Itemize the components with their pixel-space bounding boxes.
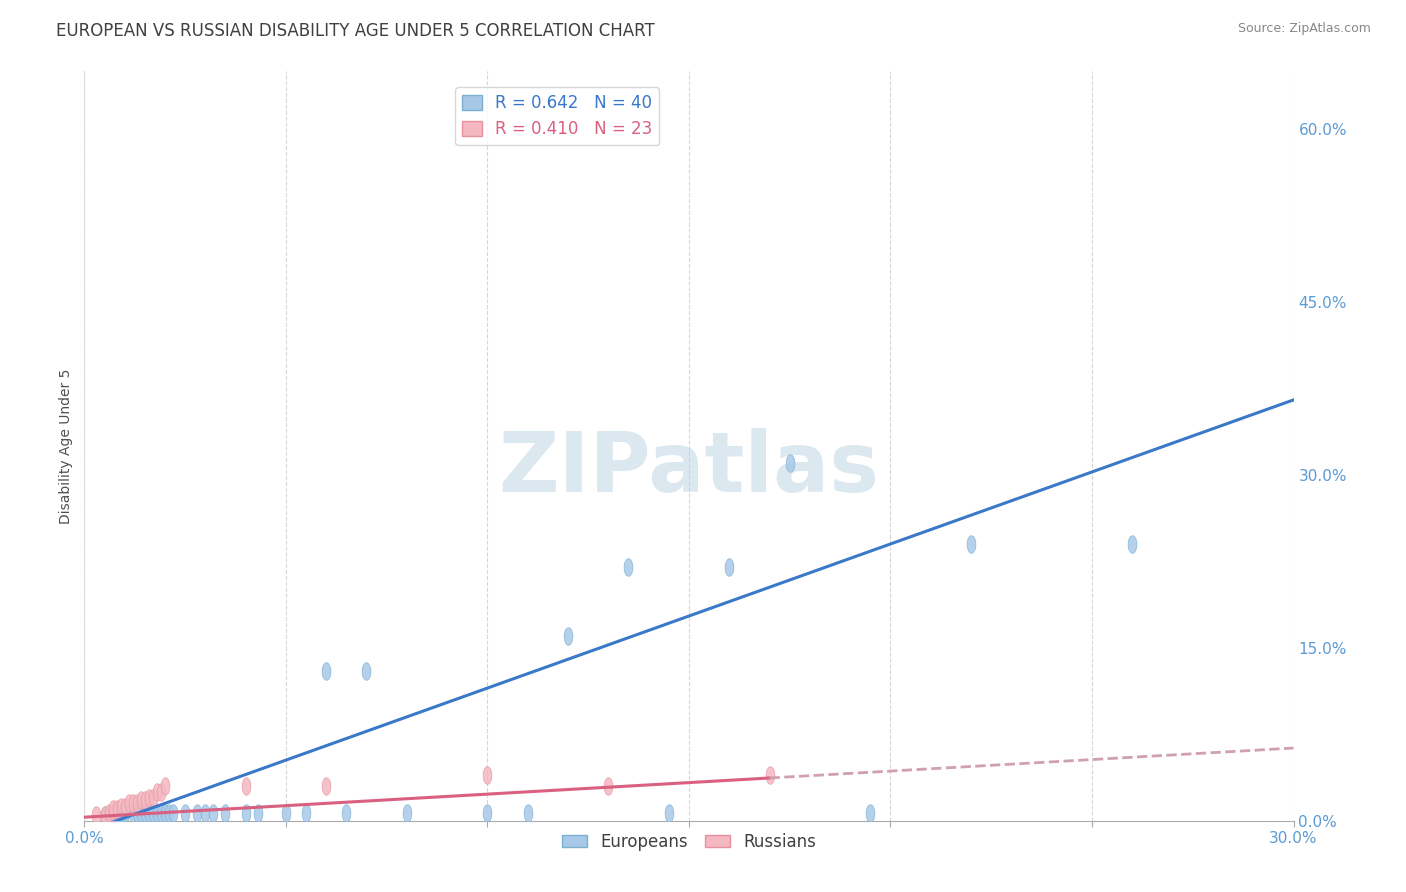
Point bbox=[779, 456, 801, 470]
Point bbox=[146, 785, 169, 799]
Point bbox=[758, 767, 780, 781]
Point bbox=[718, 560, 741, 574]
Text: EUROPEAN VS RUSSIAN DISABILITY AGE UNDER 5 CORRELATION CHART: EUROPEAN VS RUSSIAN DISABILITY AGE UNDER… bbox=[56, 22, 655, 40]
Point bbox=[516, 805, 538, 820]
Point bbox=[214, 805, 236, 820]
Point bbox=[149, 785, 172, 799]
Point bbox=[125, 805, 148, 820]
Point bbox=[162, 805, 184, 820]
Point bbox=[129, 805, 152, 820]
Point bbox=[598, 779, 620, 793]
Point bbox=[134, 805, 156, 820]
Point bbox=[153, 779, 176, 793]
Text: ZIPatlas: ZIPatlas bbox=[499, 428, 879, 509]
Point bbox=[86, 808, 108, 822]
Point bbox=[129, 793, 152, 807]
Point bbox=[93, 808, 115, 822]
Legend: Europeans, Russians: Europeans, Russians bbox=[555, 826, 823, 857]
Point bbox=[110, 808, 132, 822]
Point bbox=[101, 808, 124, 822]
Point bbox=[114, 805, 136, 820]
Point bbox=[101, 805, 124, 820]
Point bbox=[335, 805, 357, 820]
Point bbox=[617, 560, 640, 574]
Point bbox=[138, 790, 160, 805]
Point bbox=[194, 805, 217, 820]
Point bbox=[274, 805, 297, 820]
Point bbox=[114, 799, 136, 814]
Point bbox=[146, 805, 169, 820]
Text: Source: ZipAtlas.com: Source: ZipAtlas.com bbox=[1237, 22, 1371, 36]
Point bbox=[105, 802, 128, 816]
Point bbox=[157, 805, 180, 820]
Point bbox=[134, 793, 156, 807]
Point bbox=[114, 805, 136, 820]
Point bbox=[859, 805, 882, 820]
Point bbox=[477, 767, 499, 781]
Point bbox=[477, 805, 499, 820]
Point bbox=[356, 664, 378, 678]
Point bbox=[118, 797, 141, 811]
Point bbox=[121, 797, 143, 811]
Point bbox=[149, 805, 172, 820]
Point bbox=[101, 802, 124, 816]
Point bbox=[125, 797, 148, 811]
Point bbox=[658, 805, 681, 820]
Point bbox=[105, 808, 128, 822]
Point bbox=[142, 790, 165, 805]
Point bbox=[202, 805, 225, 820]
Point bbox=[960, 537, 983, 551]
Point bbox=[235, 805, 257, 820]
Point bbox=[142, 805, 165, 820]
Point bbox=[235, 779, 257, 793]
Point bbox=[1121, 537, 1143, 551]
Point bbox=[295, 805, 318, 820]
Point bbox=[93, 808, 115, 822]
Point bbox=[153, 805, 176, 820]
Point bbox=[121, 805, 143, 820]
Point bbox=[395, 805, 418, 820]
Y-axis label: Disability Age Under 5: Disability Age Under 5 bbox=[59, 368, 73, 524]
Point bbox=[246, 805, 269, 820]
Point bbox=[186, 805, 208, 820]
Point bbox=[97, 805, 120, 820]
Point bbox=[174, 805, 197, 820]
Point bbox=[315, 779, 337, 793]
Point bbox=[315, 664, 337, 678]
Point bbox=[138, 805, 160, 820]
Point bbox=[557, 629, 579, 643]
Point bbox=[110, 799, 132, 814]
